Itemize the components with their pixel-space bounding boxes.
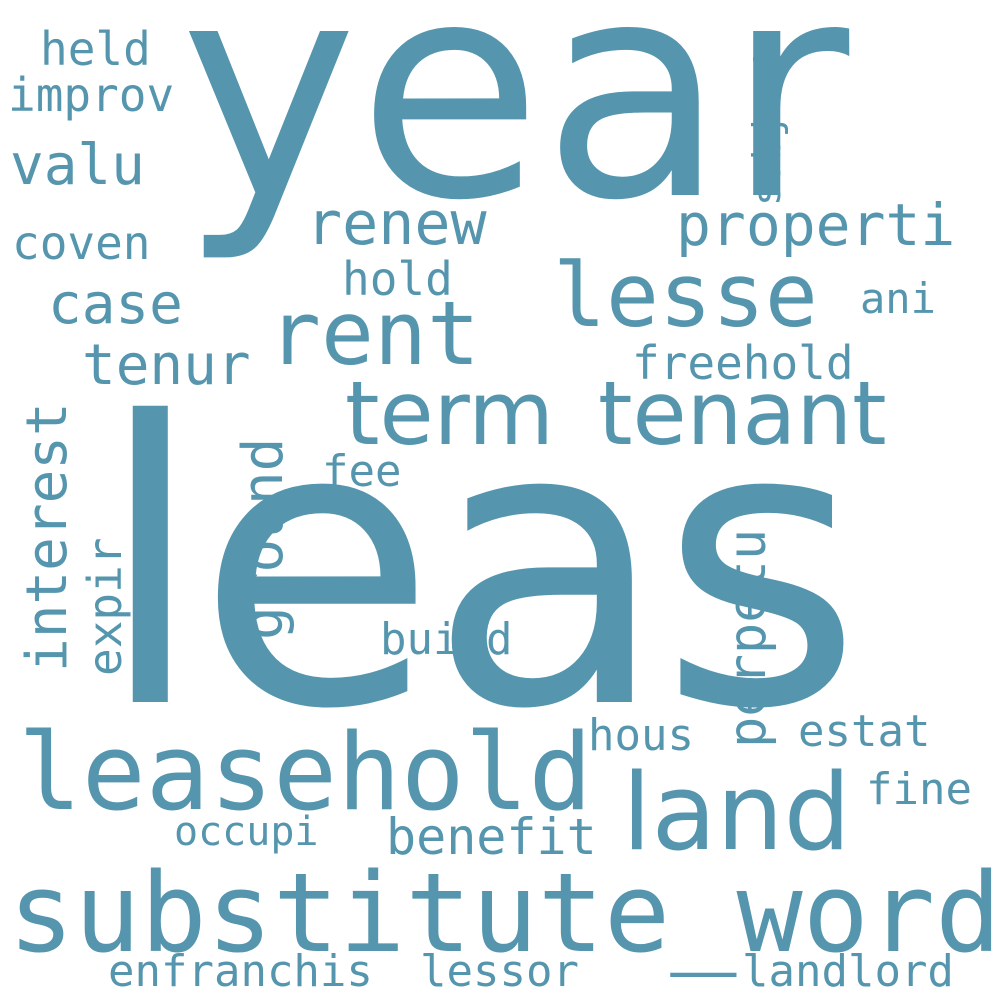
word-coven: coven bbox=[12, 216, 151, 270]
word-fee: fee bbox=[322, 446, 402, 497]
word-freehold: freehold bbox=[632, 336, 854, 390]
word-landlord: landlord bbox=[742, 946, 954, 997]
word-tenur: tenur bbox=[82, 333, 251, 398]
word-land: land bbox=[622, 751, 851, 874]
word-valu: valu bbox=[10, 133, 145, 198]
word-fine: fine bbox=[866, 764, 972, 815]
word-leas: leas bbox=[96, 340, 862, 794]
word-enfranchis: enfranchis bbox=[108, 946, 373, 997]
word-ani: ani bbox=[860, 274, 936, 323]
word-tenant: tenant bbox=[598, 362, 887, 465]
word-lessor: lessor bbox=[420, 946, 579, 997]
word-year: year bbox=[180, 0, 850, 266]
word-expir: expir bbox=[78, 537, 132, 676]
word-improv: improv bbox=[8, 68, 175, 122]
word-subject: subject bbox=[745, 45, 789, 206]
word-substitute-word: substitute_word bbox=[8, 849, 1000, 977]
word-estat: estat bbox=[798, 706, 931, 757]
word-build: build bbox=[380, 614, 513, 665]
word-case: case bbox=[48, 272, 183, 337]
word-interest: interest bbox=[15, 402, 80, 672]
word-hold: hold bbox=[342, 252, 453, 306]
word-benefit: benefit bbox=[386, 808, 597, 866]
word-term: term bbox=[345, 362, 554, 465]
word-renew: renew bbox=[306, 189, 487, 259]
word-lesse: lesse bbox=[553, 244, 818, 347]
word-leasehold: leasehold bbox=[18, 711, 593, 834]
word-occupi: occupi bbox=[174, 809, 319, 855]
word-hous: hous bbox=[588, 710, 694, 761]
word-held: held bbox=[40, 22, 151, 76]
word-properti: properti bbox=[676, 191, 956, 259]
word-rent: rent bbox=[268, 282, 480, 385]
word-ground: ground bbox=[231, 437, 296, 640]
word-perpetu: perpetu bbox=[718, 528, 778, 748]
